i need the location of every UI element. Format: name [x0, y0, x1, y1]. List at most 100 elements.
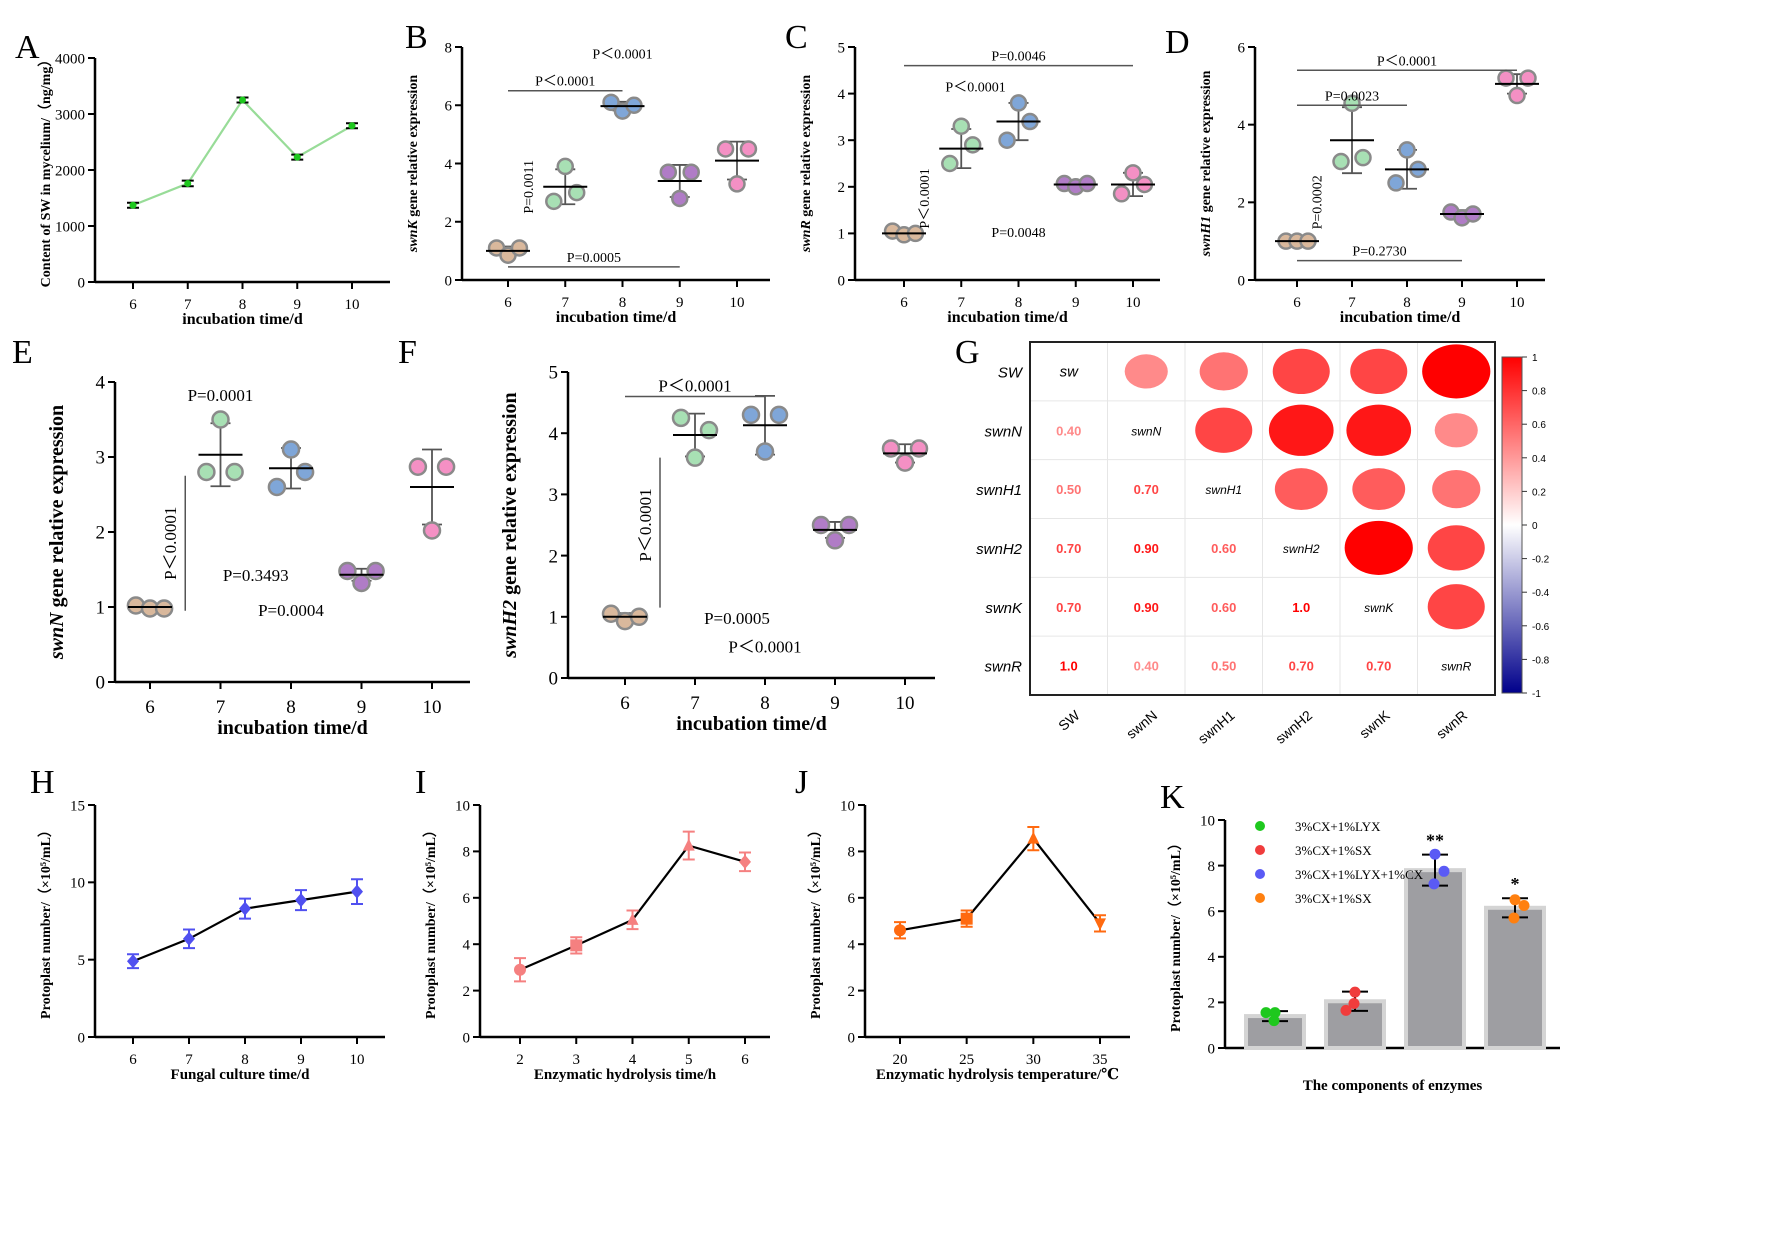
y-tick-label: 3 — [96, 448, 106, 469]
significance-stars: ** — [1426, 831, 1444, 851]
panel-letter: B — [405, 19, 428, 56]
significance-stars: * — [1511, 874, 1520, 894]
colorbar-tick-label: 0.6 — [1532, 420, 1546, 431]
data-point — [183, 931, 195, 946]
series-line — [899, 836, 1101, 932]
p-value-label: P=0.0046 — [991, 50, 1045, 65]
data-point — [626, 912, 639, 925]
panel-c: C 0 1 2 3 4 5 6 7 8 9 10 incubation time/d swnR gene … — [785, 19, 1160, 326]
panel-k: K 0 2 4 6 8 10 The components of enzymes Protopl… — [1160, 779, 1560, 1094]
p-value-label: P=0.0002 — [1310, 175, 1325, 229]
column-label: swnN — [1123, 707, 1160, 742]
correlation-circle — [1352, 468, 1406, 511]
y-tick-label: 4 — [848, 937, 856, 953]
data-point — [1009, 94, 1028, 112]
data-point — [952, 117, 970, 135]
data-point — [366, 561, 385, 581]
data-point — [671, 189, 689, 208]
column-label: SW — [1055, 707, 1083, 734]
y-tick-label: 4 — [96, 373, 106, 394]
x-tick-label: 8 — [286, 697, 296, 718]
correlation-value: 0.70 — [1056, 541, 1081, 556]
y-tick-label: 2 — [463, 984, 471, 1000]
x-tick-label: 7 — [185, 1052, 193, 1068]
data-point — [1519, 69, 1537, 87]
correlation-circle — [1434, 413, 1478, 448]
p-value-label: P＜0.0001 — [918, 168, 933, 228]
row-label: SW — [998, 364, 1024, 381]
data-point — [739, 854, 751, 869]
x-tick-label: 7 — [1348, 295, 1356, 311]
p-value-label: P＜0.0001 — [1377, 54, 1437, 69]
y-tick-label: 5 — [549, 363, 559, 384]
y-tick-label: 2 — [848, 984, 856, 1000]
panel-g: G SW swnN swnH1 swnH2 swnK swnR SW swnN swnH1 swnH… — [955, 334, 1550, 747]
y-tick-label: 6 — [445, 99, 453, 115]
x-axis-label: incubation time/d — [676, 713, 827, 735]
x-tick-label: 8 — [239, 297, 247, 313]
panel-letter: D — [1165, 24, 1190, 61]
x-tick-label: 5 — [685, 1052, 693, 1068]
data-point — [436, 457, 456, 476]
data-point — [510, 239, 529, 257]
correlation-value: 0.70 — [1056, 600, 1081, 615]
y-tick-label: 0 — [549, 669, 559, 690]
data-point — [225, 462, 244, 482]
data-point — [295, 462, 315, 482]
diagonal-label: swnN — [1131, 424, 1161, 438]
x-tick-label: 6 — [145, 697, 155, 718]
x-tick-label: 10 — [345, 297, 360, 313]
x-axis-label: incubation time/d — [182, 311, 303, 328]
x-axis-label: incubation time/d — [217, 717, 368, 739]
y-axis-label: swnH1 gene relative expression — [1199, 70, 1214, 257]
y-tick-label: 0 — [78, 275, 86, 291]
p-value-label: P=0.0004 — [258, 601, 324, 620]
data-point — [716, 140, 735, 158]
x-tick-label: 8 — [1015, 295, 1023, 311]
panel-h: H 0 5 10 15 6 7 8 9 10 Fungal culture time/d Protop… — [30, 764, 385, 1083]
data-point — [129, 201, 137, 209]
p-value-label: P=0.3493 — [223, 566, 289, 585]
data-point — [941, 154, 959, 173]
correlation-circle — [1274, 468, 1328, 511]
data-point — [239, 96, 246, 104]
data-point — [422, 521, 442, 540]
y-tick-label: 1 — [96, 598, 106, 619]
data-point — [1438, 865, 1450, 877]
x-tick-label: 6 — [129, 297, 137, 313]
x-tick-label: 6 — [1293, 295, 1301, 311]
heatmap-frame — [1029, 341, 1496, 696]
y-tick-label: 2 — [1208, 996, 1216, 1012]
y-tick-label: 8 — [463, 845, 471, 861]
data-point — [545, 192, 563, 211]
data-point — [1509, 894, 1521, 906]
data-point — [1112, 185, 1131, 203]
x-axis-label: The components of enzymes — [1303, 1078, 1483, 1094]
colorbar-tick-label: -0.2 — [1532, 555, 1550, 566]
bar — [1484, 905, 1546, 1051]
data-point — [514, 963, 526, 976]
colorbar — [1501, 356, 1523, 694]
correlation-circle — [1195, 407, 1253, 453]
y-axis-label: swnR gene relative expression — [799, 75, 814, 253]
data-point — [728, 175, 746, 193]
correlation-value: 0.70 — [1366, 659, 1391, 674]
column-label: swnH2 — [1272, 707, 1315, 747]
x-tick-label: 4 — [629, 1052, 637, 1068]
data-point — [682, 163, 700, 181]
x-axis-label: Fungal culture time/d — [171, 1067, 311, 1083]
data-point — [184, 179, 192, 187]
correlation-value: 0.40 — [1134, 659, 1159, 674]
y-tick-label: 3 — [549, 485, 559, 506]
data-point — [1332, 152, 1350, 171]
data-point — [1348, 998, 1360, 1010]
data-point — [671, 408, 691, 428]
legend-label: 3%CX+1%SX — [1295, 843, 1372, 858]
y-axis-label-gene: swnH2 — [499, 600, 521, 659]
y-axis-label: Protoplast number/（×10⁵/mL） — [808, 823, 824, 1019]
y-tick-label: 10 — [1200, 813, 1215, 829]
data-point — [963, 136, 982, 154]
x-tick-label: 25 — [959, 1052, 974, 1068]
y-axis-label: Protoplast number/（×10⁵/mL） — [423, 823, 439, 1019]
y-tick-label: 0 — [78, 1030, 86, 1046]
